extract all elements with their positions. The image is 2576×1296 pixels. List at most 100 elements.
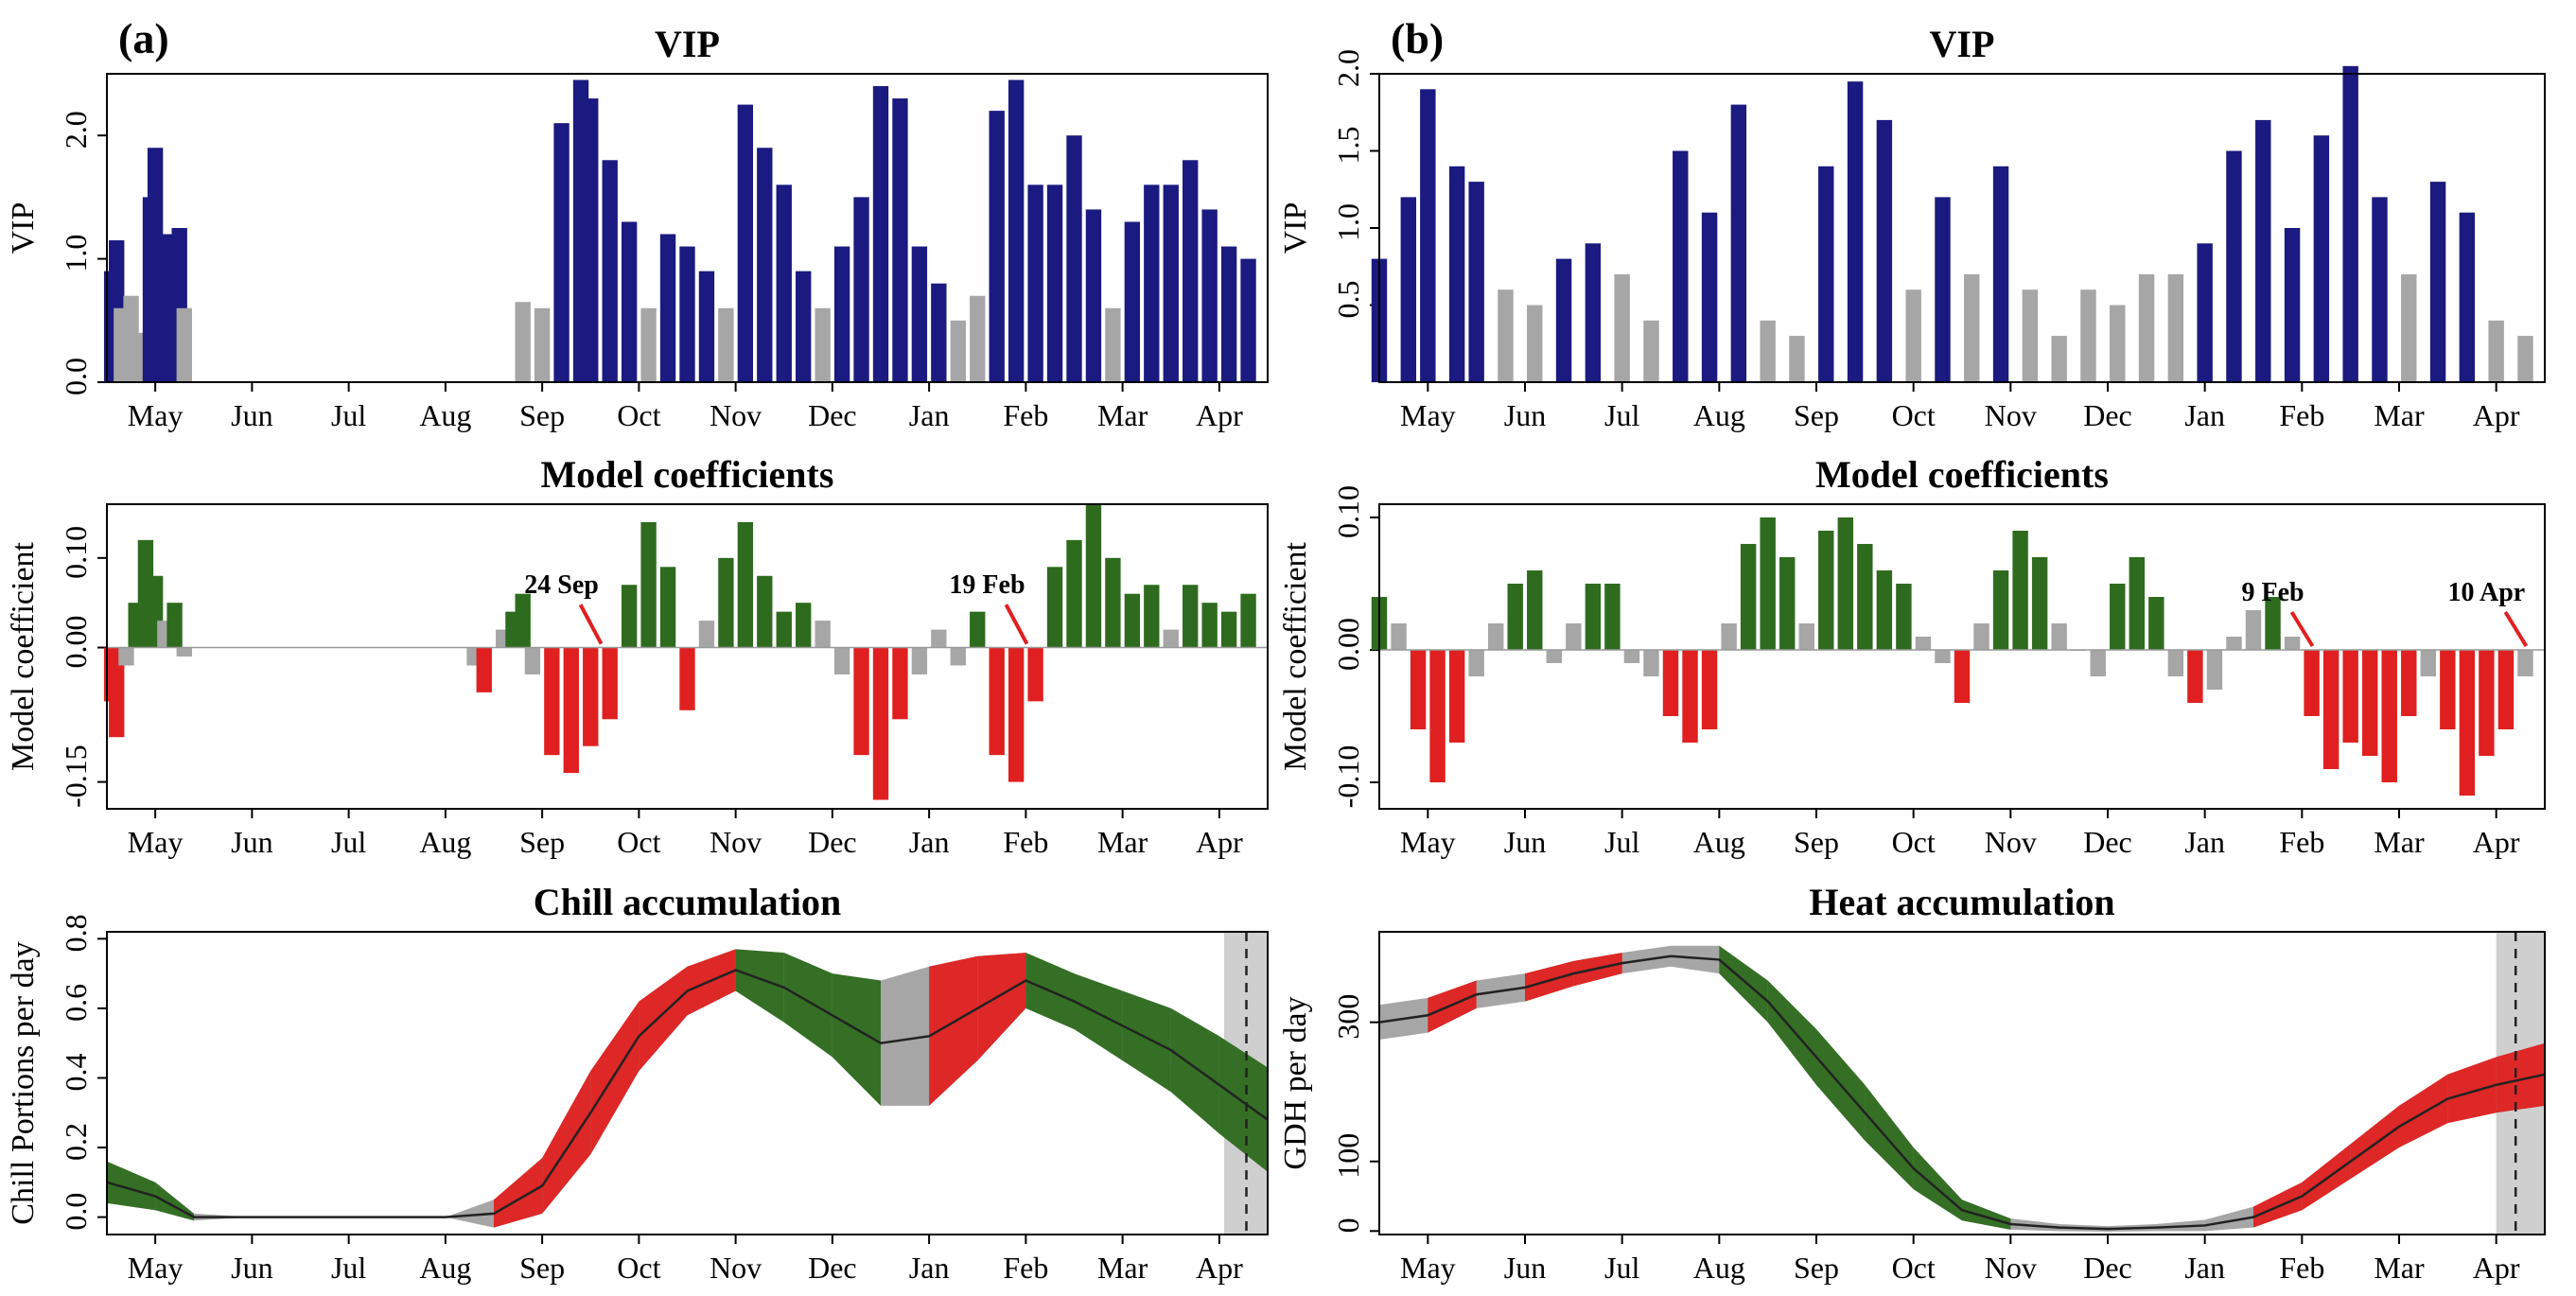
bar — [1144, 585, 1160, 648]
bar — [1448, 166, 1465, 382]
bar — [1876, 119, 1893, 383]
bar — [2110, 305, 2126, 382]
bar — [553, 123, 570, 382]
bar — [1566, 623, 1582, 650]
bar — [1818, 166, 1834, 382]
x-tick-label: Aug — [419, 825, 471, 859]
bar — [1992, 570, 2009, 650]
bar — [2080, 289, 2096, 382]
x-tick-label: Apr — [1196, 825, 1243, 859]
bar — [2206, 650, 2223, 690]
bar — [892, 98, 908, 382]
x-tick-label: Jun — [231, 398, 272, 432]
chart-b-coef: Model coefficients Model coefficient -0.10… — [1278, 453, 2546, 859]
chart-title: VIP — [1930, 23, 1995, 65]
bar — [2284, 228, 2301, 382]
x-tick-label: Dec — [2083, 398, 2132, 432]
y-tick-label: 0.4 — [59, 1053, 93, 1091]
bar — [1837, 517, 1854, 650]
x-tick-label: Jan — [909, 398, 950, 432]
y-axis-label: Model coefficient — [1278, 541, 1313, 771]
bar — [1220, 246, 1237, 382]
y-axis-label: VIP — [1278, 202, 1313, 254]
bar — [2167, 650, 2184, 676]
bar — [1935, 650, 1951, 663]
bar — [109, 647, 125, 738]
bar — [1027, 647, 1043, 702]
y-tick-label: 2.0 — [1331, 49, 1365, 87]
bar — [970, 295, 986, 382]
bar — [2479, 650, 2495, 756]
bar — [1220, 611, 1237, 648]
x-tick-label: Oct — [617, 398, 660, 432]
mean-line — [106, 969, 1269, 1218]
annotation-arrow — [2289, 610, 2315, 648]
x-tick-label: Dec — [2083, 825, 2132, 859]
x-tick-label: Oct — [1892, 825, 1936, 859]
bar — [2322, 650, 2339, 769]
bar — [2255, 119, 2271, 383]
bar — [1240, 593, 1256, 648]
bar — [2372, 197, 2388, 382]
annotation-label: 24 Sep — [524, 570, 599, 600]
y-axis-label: VIP — [6, 202, 41, 254]
y-tick-label: -0.15 — [59, 744, 93, 808]
y-tick-label: 100 — [1331, 1133, 1365, 1179]
bar — [583, 98, 599, 382]
y-tick-label: 0.5 — [1331, 281, 1365, 319]
bar — [1954, 650, 1971, 703]
bar — [1429, 650, 1446, 782]
bar — [602, 160, 618, 382]
bar — [1604, 584, 1621, 650]
x-tick-label: Aug — [419, 398, 471, 432]
bar — [1410, 650, 1427, 729]
bar — [476, 647, 492, 692]
bar — [1046, 567, 1063, 648]
x-tick-label: Oct — [617, 825, 660, 859]
colored-segment — [977, 953, 1026, 1061]
bar — [737, 521, 754, 648]
x-tick-label: Aug — [1693, 825, 1745, 859]
bar — [2197, 243, 2213, 382]
colored-segment — [1865, 1084, 1914, 1190]
bar — [2304, 650, 2320, 716]
bar — [1847, 81, 1864, 383]
colored-segment — [929, 955, 978, 1106]
x-tick-label: Jan — [909, 825, 950, 859]
bar — [534, 307, 551, 382]
bar — [659, 234, 676, 382]
colored-segment — [2253, 1182, 2303, 1228]
bar — [2051, 623, 2067, 650]
bar — [1701, 212, 1718, 382]
bar — [1992, 166, 2009, 382]
bar — [679, 246, 695, 382]
chart-title: Model coefficients — [1815, 453, 2109, 496]
x-tick-label: May — [1400, 825, 1456, 859]
bar — [2361, 650, 2378, 756]
x-tick-label: Feb — [1003, 825, 1048, 859]
colored-segment — [590, 1001, 640, 1155]
bar — [796, 603, 812, 648]
bar — [2226, 637, 2242, 650]
colored-segment — [1913, 1147, 1962, 1221]
bar — [1507, 584, 1523, 650]
bar — [621, 221, 638, 382]
bar — [1124, 593, 1141, 648]
bar — [1527, 570, 1543, 650]
bar — [950, 320, 966, 382]
bar — [621, 585, 638, 648]
colored-segment — [542, 1071, 591, 1214]
bar — [1066, 135, 1082, 382]
bar — [1896, 584, 1912, 650]
colored-segment — [2399, 1074, 2448, 1148]
y-tick-label: 0.2 — [59, 1123, 93, 1161]
mean-line — [1378, 954, 2546, 1231]
x-tick-label: May — [128, 825, 184, 859]
bar — [1876, 570, 1893, 650]
y-axis-label: GDH per day — [1278, 996, 1313, 1169]
bar — [737, 104, 754, 382]
bar — [1201, 603, 1218, 648]
bar — [602, 647, 618, 720]
bar — [176, 307, 192, 382]
